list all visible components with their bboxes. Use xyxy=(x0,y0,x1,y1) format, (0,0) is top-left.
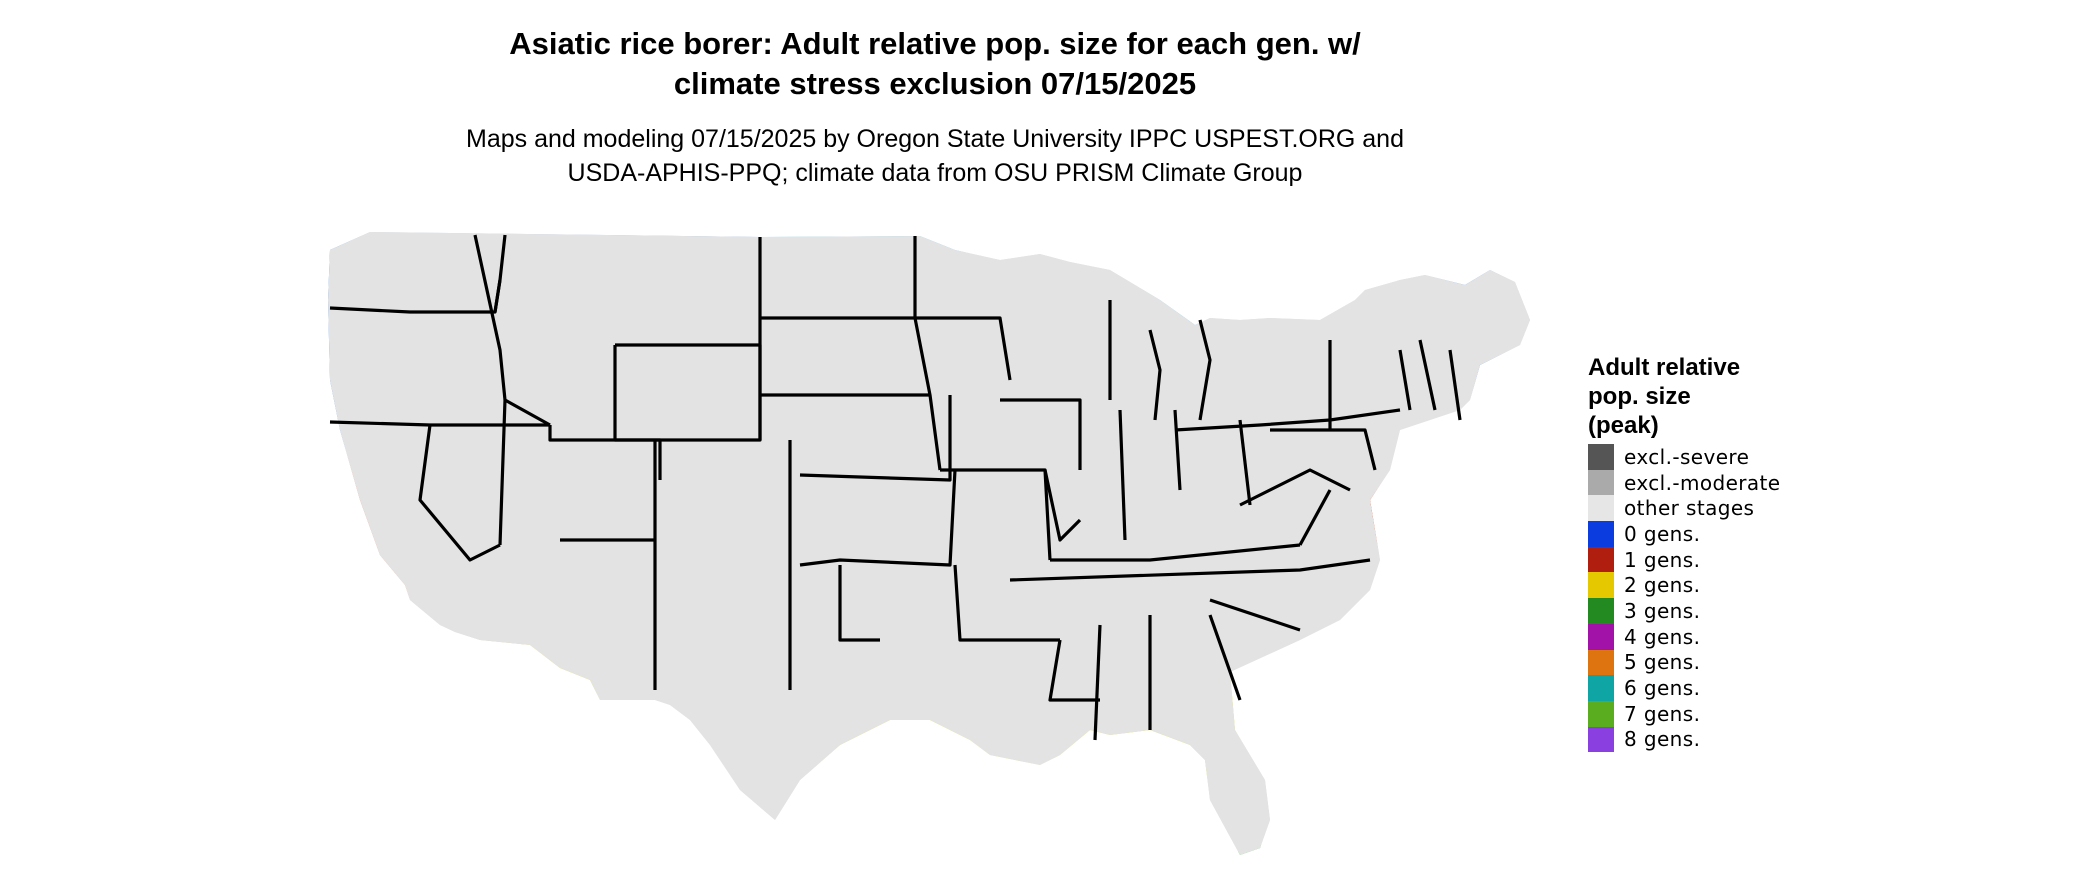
legend-label: 2 gens. xyxy=(1624,573,1701,598)
legend-swatch xyxy=(1588,521,1614,547)
legend-item: 6 gens. xyxy=(1588,675,1888,701)
state-borders xyxy=(326,230,1532,857)
legend-item: 5 gens. xyxy=(1588,649,1888,676)
legend-label: excl.-severe xyxy=(1624,444,1750,469)
legend-item: excl.-moderate xyxy=(1588,469,1888,496)
legend-label: 6 gens. xyxy=(1624,676,1701,701)
legend-label: 1 gens. xyxy=(1624,547,1701,572)
subtitle-line-2: USDA-APHIS-PPQ; climate data from OSU PR… xyxy=(567,159,1303,187)
legend-label: 0 gens. xyxy=(1624,521,1701,546)
legend-swatch xyxy=(1588,700,1614,727)
legend-label: 7 gens. xyxy=(1624,701,1701,726)
legend-swatch xyxy=(1588,469,1614,496)
legend-label: other stages xyxy=(1624,496,1755,521)
legend-swatch xyxy=(1588,495,1614,522)
legend-swatch xyxy=(1588,572,1614,599)
us-map xyxy=(326,230,1532,857)
title-line-2: climate stress exclusion 07/15/2025 xyxy=(673,66,1197,101)
legend-item: 8 gens. xyxy=(1588,726,1888,753)
legend-item: excl.-severe xyxy=(1588,444,1888,470)
legend-item: 1 gens. xyxy=(1588,546,1888,573)
legend-swatch xyxy=(1588,675,1614,701)
legend-swatch xyxy=(1588,546,1614,573)
legend-item: 2 gens. xyxy=(1588,572,1888,599)
legend-title-line-1: Adult relative xyxy=(1588,354,1741,381)
subtitle-line-1: Maps and modeling 07/15/2025 by Oregon S… xyxy=(466,125,1404,153)
map-title: Asiatic rice borer: Adult relative pop. … xyxy=(0,24,1870,104)
legend-item: 7 gens. xyxy=(1588,700,1888,727)
legend-swatch xyxy=(1588,623,1614,650)
title-line-1: Asiatic rice borer: Adult relative pop. … xyxy=(509,26,1361,61)
legend-item: other stages xyxy=(1588,495,1888,522)
legend-title: Adult relative pop. size (peak) xyxy=(1588,353,1888,440)
legend-items: excl.-severe excl.-moderate other stages 0 … xyxy=(1588,444,1888,753)
legend-label: 8 gens. xyxy=(1624,727,1701,752)
legend-item: 4 gens. xyxy=(1588,623,1888,650)
zone-green-texas-tip xyxy=(860,795,872,826)
legend-item: 3 gens. xyxy=(1588,598,1888,624)
legend-label: 3 gens. xyxy=(1624,598,1701,623)
legend-label: 5 gens. xyxy=(1624,650,1701,675)
map-legend: Adult relative pop. size (peak) excl.-se… xyxy=(1588,353,1888,753)
map-subtitle: Maps and modeling 07/15/2025 by Oregon S… xyxy=(0,122,1870,190)
legend-title-line-2: pop. size xyxy=(1588,383,1691,410)
legend-swatch xyxy=(1588,726,1614,753)
legend-swatch xyxy=(1588,598,1614,624)
legend-swatch xyxy=(1588,649,1614,676)
legend-title-line-3: (peak) xyxy=(1588,412,1659,439)
legend-item: 0 gens. xyxy=(1588,521,1888,547)
legend-label: excl.-moderate xyxy=(1624,470,1781,495)
legend-label: 4 gens. xyxy=(1624,624,1701,649)
legend-swatch xyxy=(1588,444,1614,470)
